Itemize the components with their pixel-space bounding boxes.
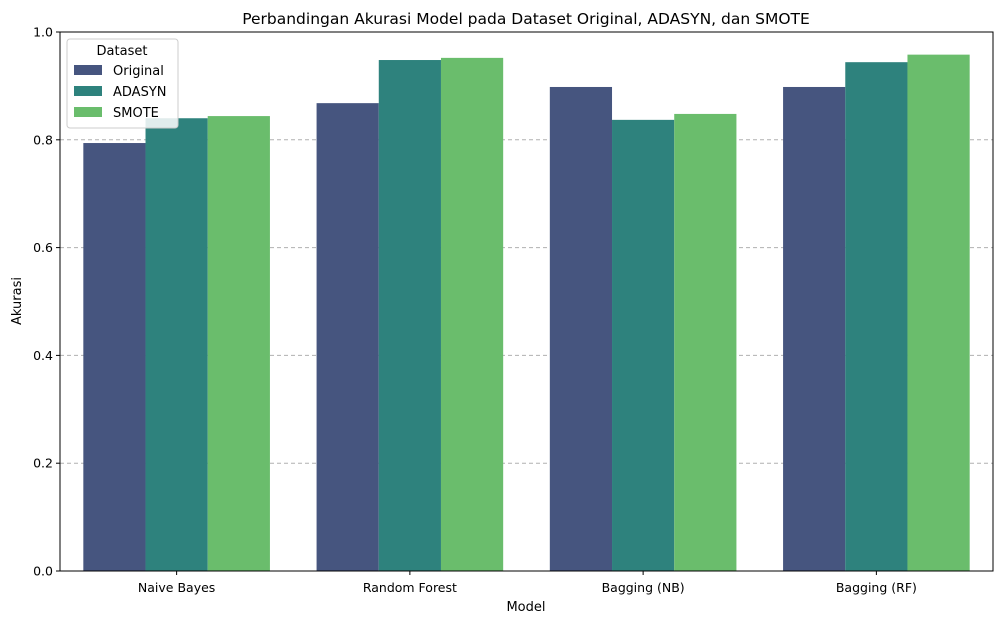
legend-label: SMOTE [113, 106, 159, 121]
legend: Dataset Original ADASYN SMOTE [66, 38, 179, 129]
legend-swatch [74, 107, 102, 117]
y-tick-label: 0.2 [33, 456, 53, 471]
bar-smote [207, 116, 270, 572]
bar-original [783, 86, 846, 571]
legend-label: ADASYN [113, 85, 167, 100]
bar-original [316, 103, 379, 571]
legend-label: Original [113, 64, 164, 79]
bar-smote [907, 54, 970, 571]
bar-adasyn [378, 60, 441, 571]
bar-original [83, 143, 146, 571]
plot-frame [59, 31, 994, 572]
y-tick-label: 0.6 [33, 240, 53, 255]
bar-adasyn [612, 119, 675, 572]
chart-title: Perbandingan Akurasi Model pada Dataset … [242, 10, 810, 28]
bar-original [549, 86, 613, 571]
bar-adasyn [845, 62, 908, 572]
legend-title: Dataset [97, 44, 148, 59]
y-ticks: 0.0 0.2 0.4 0.6 0.8 1.0 [33, 25, 60, 579]
x-axis-label: Model [506, 600, 545, 615]
x-ticks: Naive Bayes Random Forest Bagging (NB) Bagg… [138, 571, 917, 595]
bar-smote [674, 113, 737, 571]
bar-smote [440, 57, 504, 571]
bars [83, 54, 970, 572]
legend-swatch [74, 65, 102, 75]
y-axis-label: Akurasi [10, 277, 25, 325]
x-tick-label: Bagging (NB) [602, 580, 685, 595]
x-tick-label: Random Forest [363, 580, 457, 595]
axes [59, 31, 994, 572]
y-tick-label: 0.8 [33, 132, 53, 147]
x-tick-label: Naive Bayes [138, 580, 215, 595]
y-tick-label: 1.0 [33, 25, 53, 40]
bar-adasyn [145, 118, 208, 572]
legend-swatch [74, 86, 102, 96]
x-tick-label: Bagging (RF) [836, 580, 917, 595]
legend-box [66, 38, 179, 129]
y-tick-label: 0.4 [33, 348, 53, 363]
y-tick-label: 0.0 [33, 564, 53, 579]
